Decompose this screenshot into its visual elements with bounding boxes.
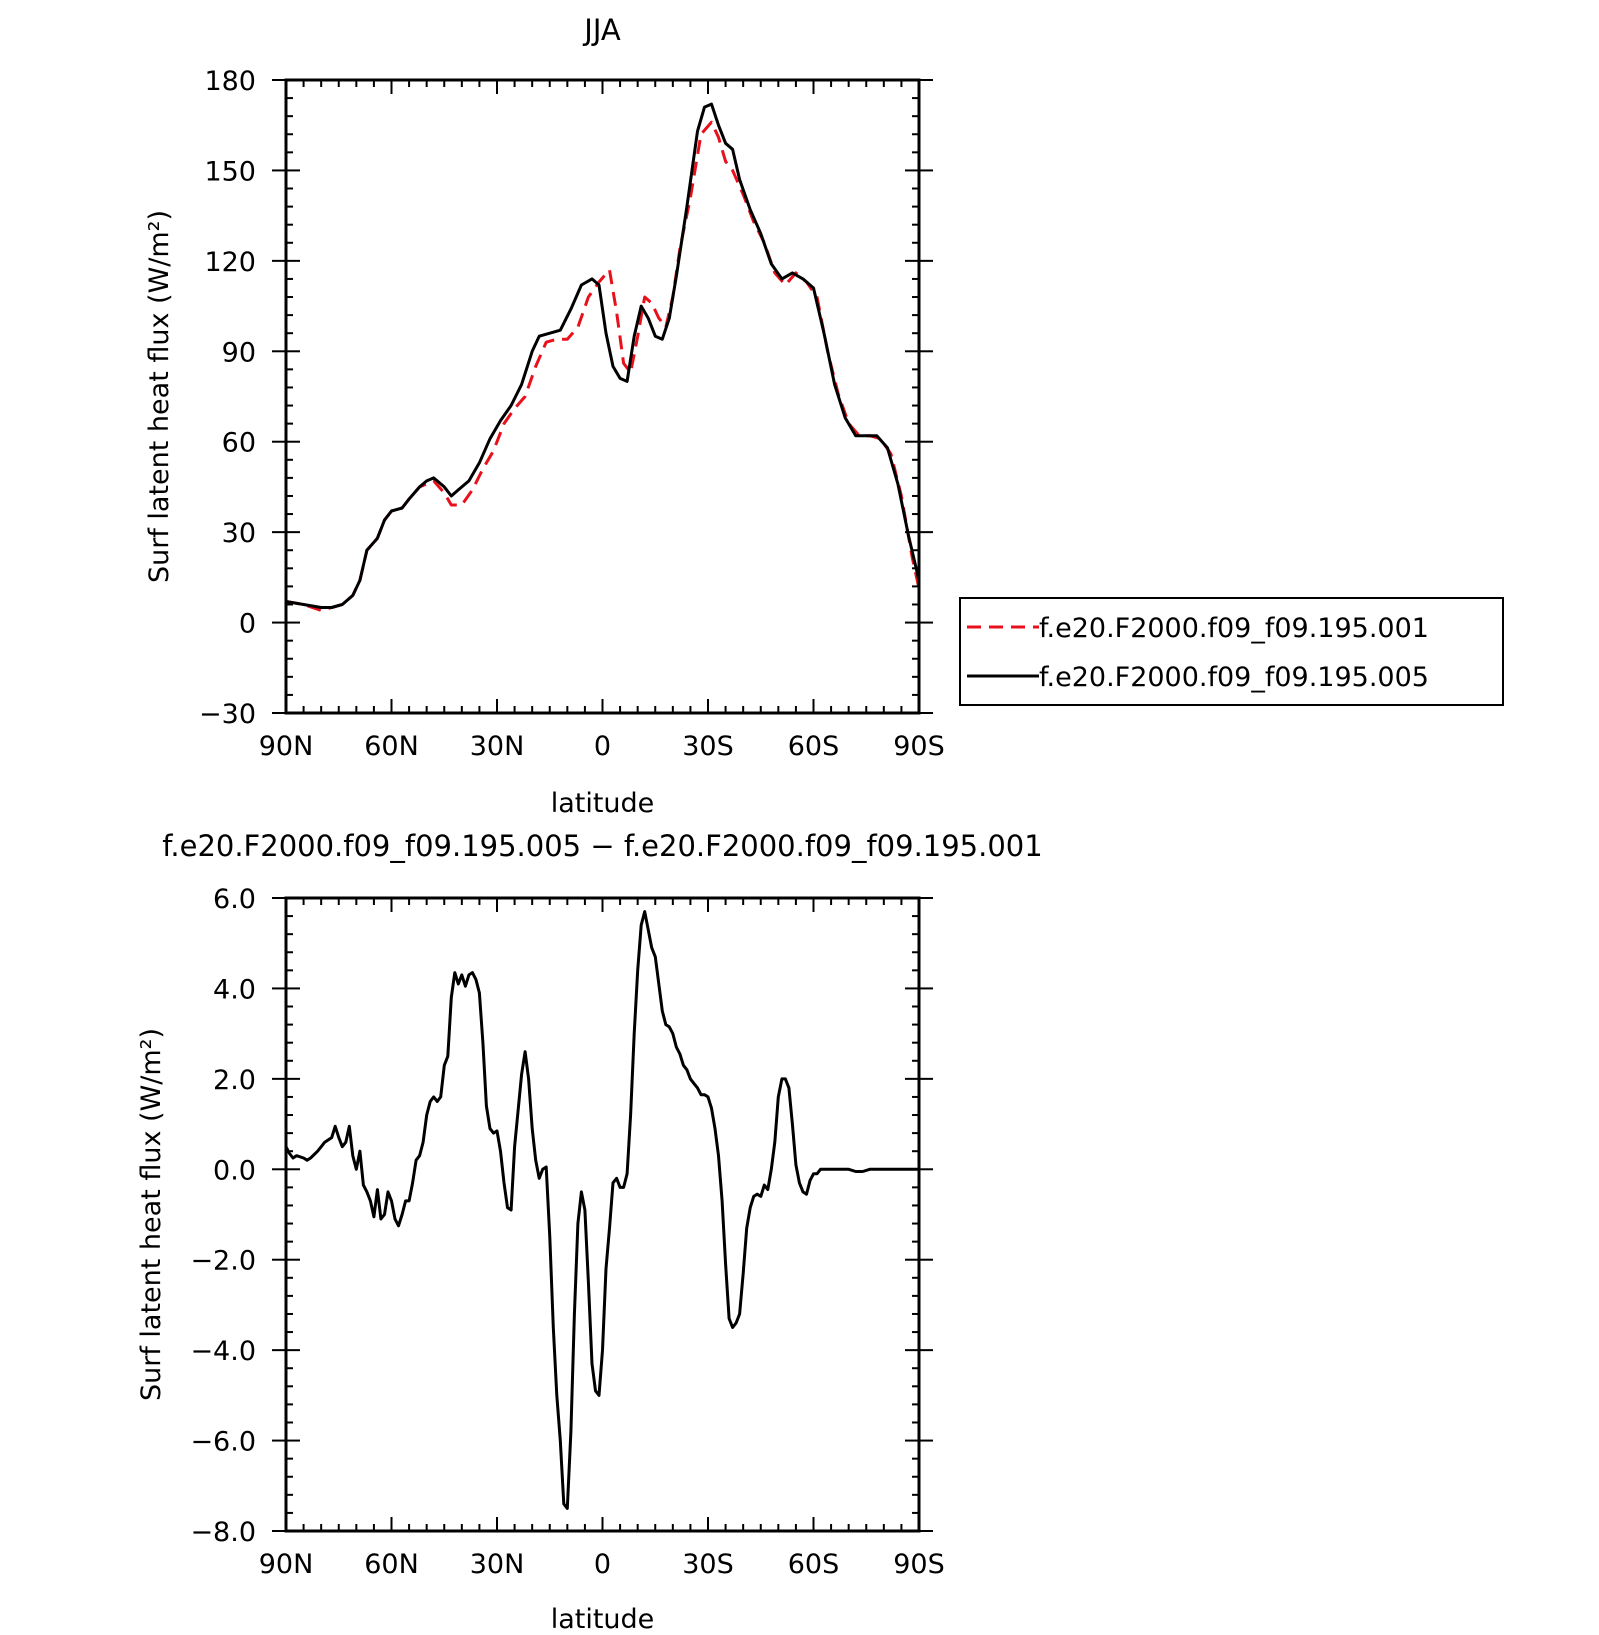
y-tick-label: −8.0 — [190, 1517, 256, 1548]
y-tick-label: 90 — [222, 337, 256, 368]
top-plot-frame — [284, 78, 921, 715]
bottom-x-axis-title: latitude — [551, 1604, 655, 1635]
x-tick-label: 30N — [470, 1549, 525, 1580]
legend-label-run005: f.e20.F2000.f09_f09.195.005 — [1039, 662, 1429, 693]
bottom-chart-title: f.e20.F2000.f09_f09.195.005 − f.e20.F200… — [162, 829, 1042, 863]
bottom-panel: f.e20.F2000.f09_f09.195.005 − f.e20.F200… — [136, 829, 1043, 1635]
top-x-axis-title: latitude — [551, 788, 655, 819]
top-series-run005-line — [286, 102, 919, 609]
top-ticks: 90N 60N 30N 0 30S 60S 90S −30 0 30 60 90 120 150 180 — [199, 66, 945, 762]
bottom-difference-line — [286, 910, 919, 1510]
x-tick-label: 60N — [364, 1549, 419, 1580]
y-tick-label: 6.0 — [213, 884, 256, 915]
x-tick-label: 90N — [259, 731, 314, 762]
x-tick-label: 30N — [470, 731, 525, 762]
y-tick-label: −2.0 — [190, 1246, 256, 1277]
y-tick-label: 150 — [204, 156, 256, 187]
legend-label-run001: f.e20.F2000.f09_f09.195.001 — [1039, 613, 1429, 644]
y-tick-label: 2.0 — [213, 1065, 256, 1096]
x-tick-label: 60S — [788, 1549, 840, 1580]
bottom-y-axis-title: Surf latent heat flux (W/m²) — [136, 1028, 167, 1401]
y-tick-label: 180 — [204, 66, 256, 97]
y-tick-label: 0.0 — [213, 1155, 256, 1186]
y-tick-label: 120 — [204, 247, 256, 278]
top-chart-title: JJA — [582, 13, 621, 47]
legend-box — [959, 597, 1504, 706]
x-tick-label: 0 — [594, 731, 611, 762]
y-tick-label: 0 — [239, 609, 256, 640]
x-tick-label: 0 — [594, 1549, 611, 1580]
top-y-axis-title: Surf latent heat flux (W/m²) — [144, 210, 175, 583]
bottom-plot-frame — [284, 896, 921, 1533]
x-tick-label: 90N — [259, 1549, 314, 1580]
y-tick-label: −4.0 — [190, 1336, 256, 1367]
y-tick-label: −6.0 — [190, 1427, 256, 1458]
y-tick-label: 4.0 — [213, 974, 256, 1005]
x-tick-label: 60N — [364, 731, 419, 762]
legend: f.e20.F2000.f09_f09.195.001 f.e20.F2000.… — [959, 597, 1504, 706]
top-panel: JJA 90N 60N 30N 0 30S 60S 90S −30 0 30 60 90 120 150 1… — [144, 13, 945, 819]
y-tick-label: 30 — [222, 518, 256, 549]
x-tick-label: 60S — [788, 731, 840, 762]
x-tick-label: 30S — [682, 1549, 734, 1580]
x-tick-label: 90S — [893, 1549, 945, 1580]
top-series-run001-line — [286, 120, 919, 612]
x-tick-label: 90S — [893, 731, 945, 762]
y-tick-label: 60 — [222, 428, 256, 459]
x-tick-label: 30S — [682, 731, 734, 762]
bottom-series-layer — [286, 910, 919, 1510]
y-tick-label: −30 — [199, 699, 256, 730]
top-series-layer — [286, 102, 919, 612]
